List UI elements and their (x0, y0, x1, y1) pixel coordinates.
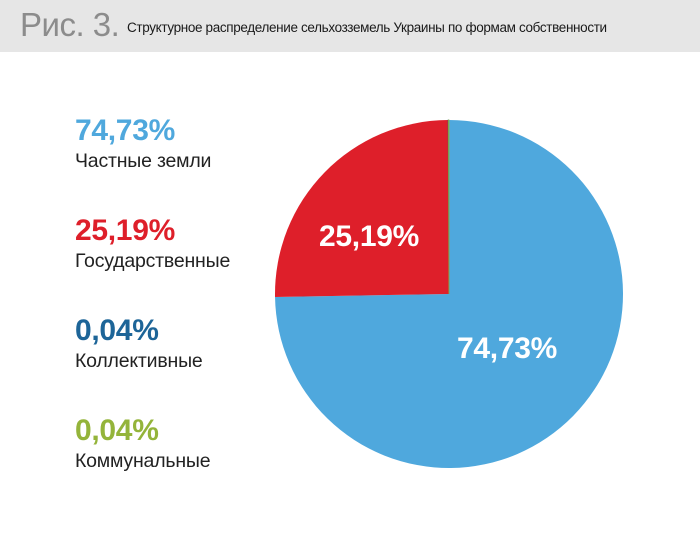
figure-number: Рис. 3. (20, 6, 120, 43)
legend-value: 0,04% (75, 314, 159, 347)
legend-value: 25,19% (75, 214, 175, 247)
legend-value: 74,73% (75, 114, 175, 147)
legend-label: Коллективные (75, 350, 203, 372)
figure-title: Структурное распределение сельхозземель … (127, 20, 607, 35)
legend-label: Частные земли (75, 150, 212, 172)
slice-label-private: 74,73% (457, 332, 557, 365)
legend-item-collective: 0,04% Коллективные (75, 313, 230, 413)
legend-label: Государственные (75, 250, 231, 272)
chart-legend: 74,73% Частные земли 25,19% Государствен… (75, 113, 230, 513)
slice-label-state: 25,19% (319, 220, 419, 253)
legend-value: 0,04% (75, 414, 159, 447)
legend-label: Коммунальные (75, 450, 211, 472)
figure-header: Рис. 3. Структурное распределение сельхо… (0, 0, 700, 52)
legend-item-communal: 0,04% Коммунальные (75, 413, 230, 513)
slice-state (275, 120, 449, 297)
legend-item-private: 74,73% Частные земли (75, 113, 230, 213)
legend-item-state: 25,19% Государственные (75, 213, 230, 313)
